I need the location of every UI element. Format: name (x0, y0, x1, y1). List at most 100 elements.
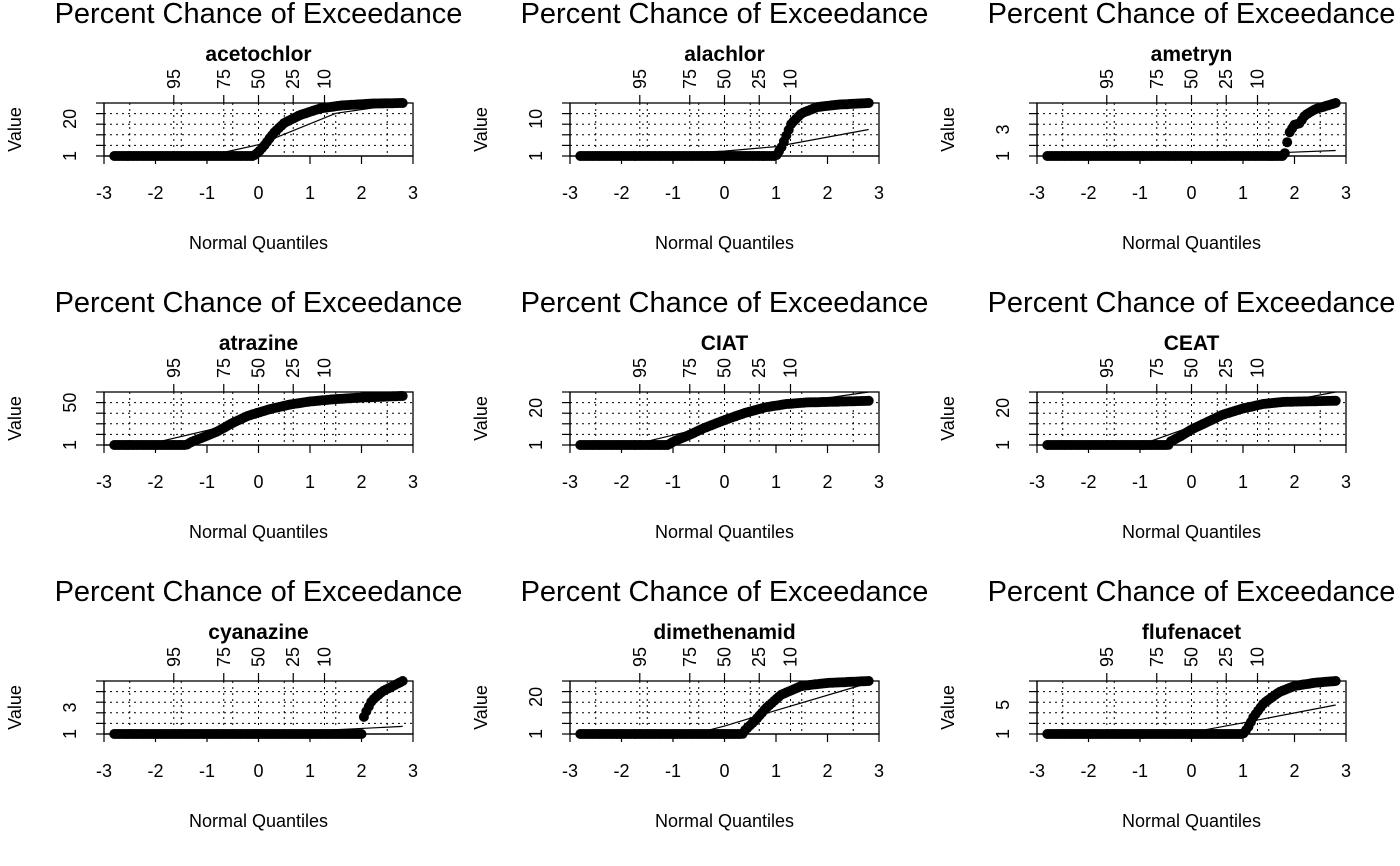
y-tick-label: 5 (993, 700, 1013, 710)
x-tick-label: 1 (771, 472, 781, 492)
top-tick-label: 75 (680, 69, 700, 89)
top-tick-label: 95 (1097, 647, 1117, 667)
top-tick-label: 95 (630, 358, 650, 378)
data-point (397, 391, 408, 401)
top-tick-label: 25 (283, 358, 303, 378)
top-tick-label: 10 (1247, 69, 1267, 89)
x-axis-title: Normal Quantiles (1122, 811, 1261, 831)
top-tick-label: 25 (1216, 69, 1236, 89)
top-tick-label: 50 (715, 358, 735, 378)
top-tick-label: 95 (1097, 69, 1117, 89)
data-point (1330, 676, 1341, 686)
panel-flufenacet: -3 -2 -1 0 1 2 3 Normal Quantiles 95 75 50 25 10 Perc… (938, 576, 1395, 831)
x-tick-label: 2 (356, 183, 366, 203)
x-tick-label: -1 (199, 472, 215, 492)
x-tick-label: -3 (96, 472, 112, 492)
panel-title: atrazine (219, 332, 298, 355)
x-tick-label: -2 (147, 472, 163, 492)
x-tick-label: -3 (562, 183, 578, 203)
top-tick-label: 95 (164, 358, 184, 378)
top-tick-label: 10 (314, 69, 334, 89)
x-tick-label: 1 (305, 472, 315, 492)
data-points (1042, 676, 1341, 739)
panel-title: CEAT (1164, 332, 1220, 355)
data-points (109, 391, 408, 450)
data-point (397, 676, 408, 686)
panel-cyanazine: -3 -2 -1 0 1 2 3 Normal Quantiles 95 75 50 25 10 Perc… (5, 576, 462, 831)
x-tick-label: 3 (874, 472, 884, 492)
data-points (109, 98, 408, 161)
x-tick-label: 3 (1341, 183, 1351, 203)
x-axis-title: Normal Quantiles (189, 522, 328, 542)
top-tick-label: 75 (1147, 358, 1167, 378)
x-tick-label: -1 (1132, 761, 1148, 781)
x-tick-label: -3 (96, 183, 112, 203)
x-tick-label: 3 (1341, 472, 1351, 492)
x-tick-label: 1 (771, 183, 781, 203)
x-tick-label: 2 (1289, 761, 1299, 781)
top-tick-label: 75 (1147, 647, 1167, 667)
top-tick-label: 25 (749, 358, 769, 378)
y-axis-title: Value (938, 107, 958, 152)
top-tick-label: 95 (1097, 358, 1117, 378)
top-tick-label: 75 (1147, 69, 1167, 89)
y-tick-label: 3 (993, 124, 1013, 134)
top-tick-label: 10 (780, 647, 800, 667)
x-tick-label: -3 (1029, 183, 1045, 203)
top-axis-title: Percent Chance of Exceedance (988, 576, 1396, 608)
top-tick-label: 50 (1182, 358, 1202, 378)
x-tick-label: -1 (199, 761, 215, 781)
top-tick-label: 10 (314, 358, 334, 378)
panel-title: flufenacet (1142, 621, 1241, 644)
x-axis-title: Normal Quantiles (655, 522, 794, 542)
panel-ametryn: -3 -2 -1 0 1 2 3 Normal Quantiles 95 75 50 25 10 Perc… (938, 0, 1395, 253)
x-tick-label: -2 (147, 761, 163, 781)
panel-title: CIAT (701, 332, 749, 355)
top-tick-label: 25 (283, 647, 303, 667)
x-tick-label: 3 (408, 472, 418, 492)
x-tick-label: 2 (822, 183, 832, 203)
x-tick-label: 2 (356, 472, 366, 492)
top-axis-title: Percent Chance of Exceedance (55, 287, 463, 319)
panel-title: dimethenamid (653, 621, 795, 644)
top-tick-label: 95 (164, 647, 184, 667)
y-axis-title: Value (5, 396, 25, 441)
top-axis-title: Percent Chance of Exceedance (988, 0, 1396, 30)
y-axis-title: Value (938, 396, 958, 441)
top-tick-label: 95 (630, 647, 650, 667)
panel-acetochlor: -3 -2 -1 0 1 2 3 Normal Quantiles 95 75 50 25 10 Perc… (5, 0, 462, 253)
data-point (1330, 98, 1341, 108)
x-axis-title: Normal Quantiles (1122, 233, 1261, 253)
y-tick-label: 1 (993, 151, 1013, 161)
y-tick-label: 20 (526, 687, 546, 707)
x-tick-label: -2 (1080, 183, 1096, 203)
x-tick-label: -2 (613, 472, 629, 492)
x-tick-label: 0 (719, 472, 729, 492)
data-point (1282, 137, 1293, 148)
top-axis-title: Percent Chance of Exceedance (55, 0, 463, 30)
x-axis-title: Normal Quantiles (189, 233, 328, 253)
top-axis-title: Percent Chance of Exceedance (521, 576, 929, 608)
y-axis-title: Value (471, 107, 491, 152)
x-tick-label: -1 (1132, 472, 1148, 492)
x-tick-label: 1 (1238, 183, 1248, 203)
x-tick-label: -2 (613, 183, 629, 203)
data-point (1279, 148, 1290, 159)
y-tick-label: 1 (60, 440, 80, 450)
top-tick-label: 75 (680, 647, 700, 667)
x-tick-label: -1 (1132, 183, 1148, 203)
y-axis-title: Value (5, 685, 25, 730)
panel-ceat: -3 -2 -1 0 1 2 3 Normal Quantiles 95 75 50 25 10 Perc… (938, 287, 1395, 542)
panel-title: acetochlor (205, 43, 311, 66)
y-tick-label: 20 (60, 109, 80, 129)
x-tick-label: -3 (1029, 761, 1045, 781)
x-tick-label: 0 (719, 183, 729, 203)
top-axis-title: Percent Chance of Exceedance (521, 287, 929, 319)
x-tick-label: 0 (253, 472, 263, 492)
top-tick-label: 50 (249, 69, 269, 89)
y-tick-label: 1 (526, 151, 546, 161)
x-tick-label: -3 (562, 761, 578, 781)
x-tick-label: 3 (1341, 761, 1351, 781)
data-point (863, 98, 874, 108)
